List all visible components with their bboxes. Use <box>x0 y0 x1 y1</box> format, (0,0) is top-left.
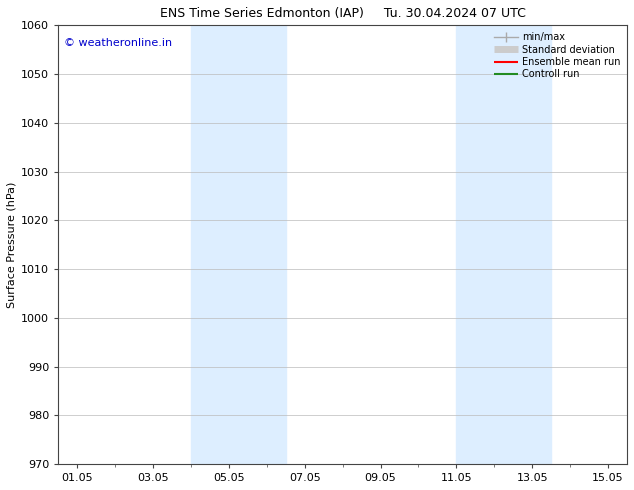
Title: ENS Time Series Edmonton (IAP)     Tu. 30.04.2024 07 UTC: ENS Time Series Edmonton (IAP) Tu. 30.04… <box>160 7 526 20</box>
Legend: min/max, Standard deviation, Ensemble mean run, Controll run: min/max, Standard deviation, Ensemble me… <box>491 30 622 81</box>
Bar <box>456 25 551 464</box>
Bar <box>191 25 286 464</box>
Y-axis label: Surface Pressure (hPa): Surface Pressure (hPa) <box>7 181 17 308</box>
Text: © weatheronline.in: © weatheronline.in <box>64 38 172 49</box>
